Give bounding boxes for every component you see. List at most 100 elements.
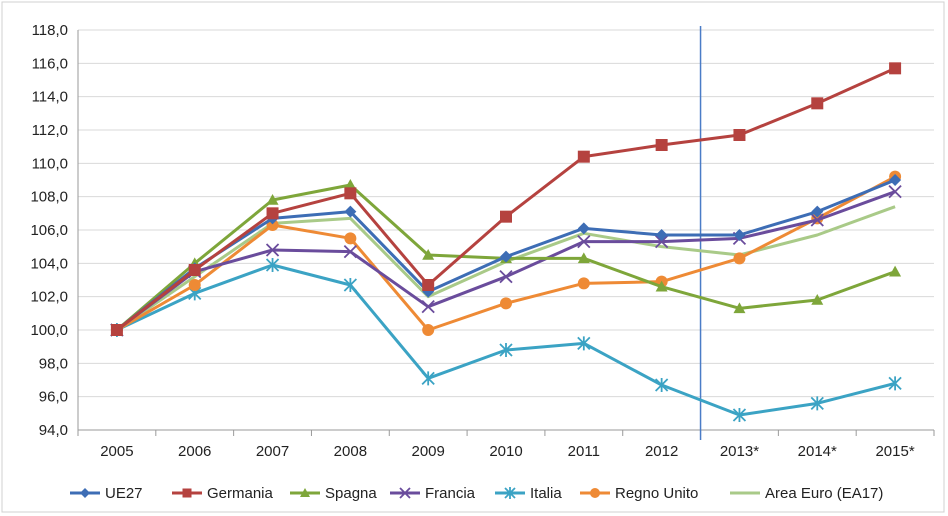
legend-item: Francia [390, 485, 476, 502]
data-point [888, 185, 902, 199]
series-germania [110, 62, 902, 336]
y-tick-label: 112,0 [32, 122, 68, 139]
data-point [188, 279, 201, 291]
y-tick-label: 100,0 [30, 322, 68, 339]
data-point [182, 488, 192, 498]
data-point [655, 280, 668, 292]
data-point [343, 245, 358, 259]
x-tick-label: 2012 [645, 443, 678, 460]
legend-item: Spagna [290, 485, 377, 502]
x-tick-label: 2006 [178, 443, 211, 460]
data-point [810, 396, 824, 411]
legend-label: UE27 [105, 485, 143, 502]
data-point [500, 297, 512, 310]
data-point [500, 210, 512, 223]
y-axis-tick-labels: 94,0 96,0 98,0 100,0 102,0 104,0 106,0 108,0 110… [30, 22, 68, 439]
x-tick-label: 2007 [256, 443, 289, 460]
data-point [655, 229, 668, 241]
legend-label: Area Euro (EA17) [765, 485, 883, 502]
x-tick-label: 2014* [798, 443, 837, 460]
y-tick-label: 106,0 [30, 222, 68, 239]
x-tick-label: 2011 [568, 443, 600, 460]
data-point [500, 250, 512, 263]
data-point [733, 302, 746, 314]
data-point [889, 62, 902, 75]
data-point [577, 235, 591, 249]
y-tick-label: 108,0 [30, 189, 68, 206]
data-point [421, 371, 435, 386]
data-point [733, 129, 746, 141]
data-point [577, 277, 590, 290]
data-point [811, 97, 824, 110]
data-point [110, 324, 123, 336]
legend-item: Germania [172, 485, 274, 502]
data-point [343, 278, 358, 292]
data-point [577, 252, 590, 264]
data-point [654, 378, 669, 392]
data-point [344, 187, 357, 200]
data-point [80, 488, 90, 498]
data-point [590, 488, 600, 498]
x-tick-label: 2015* [875, 443, 914, 460]
data-point [499, 270, 513, 284]
legend: UE27 Germania Spagna Francia Italia Regno Uni… [70, 485, 883, 502]
x-tick-label: 2009 [411, 443, 444, 460]
data-point [300, 488, 310, 497]
data-point [733, 229, 746, 241]
data-point [577, 222, 590, 235]
data-point [266, 207, 279, 220]
data-point [733, 252, 746, 265]
y-tick-label: 102,0 [30, 289, 68, 306]
data-point [504, 487, 516, 499]
data-point [810, 213, 824, 227]
data-point [811, 294, 824, 305]
data-point [655, 139, 668, 151]
data-point [811, 205, 824, 218]
data-point [344, 232, 357, 245]
y-tick-label: 98,0 [39, 355, 68, 372]
x-tick-label: 2008 [334, 443, 367, 460]
legend-item: Regno Unito [580, 485, 698, 502]
legend-label: Spagna [325, 485, 377, 502]
data-point [422, 249, 435, 260]
data-point [266, 194, 279, 205]
y-tick-label: 94,0 [39, 422, 68, 439]
data-point [421, 300, 435, 314]
y-tick-label: 110,0 [32, 155, 68, 172]
axes [77, 30, 935, 436]
legend-label: Italia [530, 485, 562, 502]
legend-item: Area Euro (EA17) [730, 485, 883, 502]
data-point [265, 243, 280, 257]
y-tick-label: 116,0 [32, 55, 68, 72]
x-tick-label: 2013* [720, 443, 759, 460]
data-point [265, 258, 280, 272]
y-tick-label: 96,0 [39, 389, 68, 406]
data-point [889, 265, 902, 277]
series-lines [110, 62, 902, 422]
data-point [422, 324, 435, 336]
series-francia [110, 185, 902, 337]
x-axis-tick-labels: 2005 2006 2007 2008 2009 2010 2011 2012 2013* 201… [100, 443, 915, 460]
legend-label: Francia [425, 485, 476, 502]
data-point [422, 279, 435, 291]
legend-item: UE27 [70, 485, 143, 502]
data-point [188, 264, 201, 276]
x-tick-label: 2005 [100, 443, 133, 460]
data-point [889, 174, 902, 186]
data-point [654, 235, 669, 249]
data-point [577, 336, 591, 351]
legend-item: Italia [495, 485, 562, 502]
legend-label: Germania [207, 485, 274, 502]
data-point [888, 376, 902, 391]
y-tick-label: 114,0 [32, 89, 68, 106]
y-tick-label: 118,0 [32, 22, 68, 39]
data-point [344, 179, 357, 190]
data-point [344, 205, 357, 218]
data-point [732, 408, 747, 422]
data-point [499, 343, 513, 357]
x-tick-label: 2010 [489, 443, 522, 460]
legend-label: Regno Unito [615, 485, 698, 502]
data-point [577, 150, 590, 163]
